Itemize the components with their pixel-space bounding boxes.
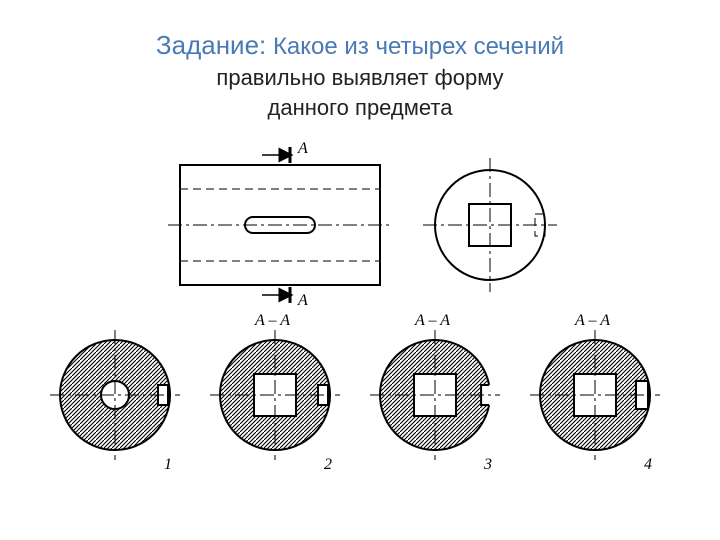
option-number-2: 2 — [324, 456, 332, 474]
section-aa-label-3: A – A — [415, 312, 450, 330]
section-aa-label-2: A – A — [255, 312, 290, 330]
section-aa-label-4: A – A — [575, 312, 610, 330]
option-number-4: 4 — [644, 456, 652, 474]
page-root: Задание: Какое из четырех сечений правил… — [0, 0, 720, 540]
option-number-3: 3 — [484, 456, 492, 474]
option-number-1: 1 — [164, 456, 172, 474]
drawing-canvas — [0, 0, 720, 540]
